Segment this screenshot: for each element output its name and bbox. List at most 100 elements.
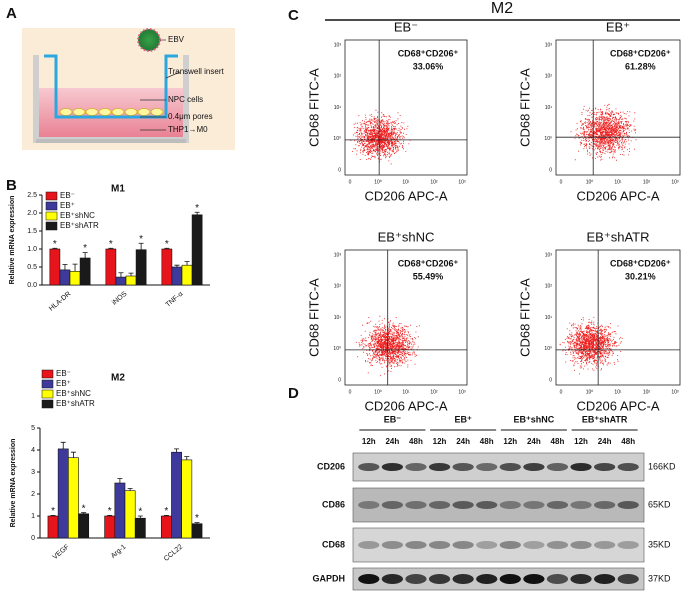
blot-band [405, 541, 427, 549]
flow-plot-title: EB⁺shATR [587, 229, 650, 244]
x-tick-label: 10³ [458, 389, 466, 395]
x-tick-label: 10¹ [402, 389, 410, 395]
x-axis-label: CD206 APC-A [576, 398, 659, 413]
error-bar [138, 242, 144, 250]
x-tick-label: 10² [430, 389, 438, 395]
error-bar [128, 272, 134, 276]
y-tick-label: 2.0 [27, 210, 37, 217]
y-tick-label: 10¹ [334, 105, 342, 111]
chart-title: M2 [111, 373, 125, 384]
diagram-label: 0.4μm pores [168, 112, 213, 121]
error-bar [127, 488, 133, 491]
x-tick-label: 10¹ [614, 179, 622, 185]
blot-band [358, 501, 380, 509]
blot-band [428, 501, 451, 509]
blot-band [381, 501, 403, 509]
y-tick-label: 10¹ [334, 315, 342, 321]
bar [104, 515, 116, 539]
significance: * [82, 503, 86, 514]
bar [135, 249, 147, 286]
y-tick-label: 10⁰ [544, 346, 552, 352]
significance: * [165, 239, 169, 250]
blot-band [428, 541, 451, 549]
event-cloud [355, 315, 420, 377]
blot-band [570, 501, 592, 509]
error-bar [194, 211, 200, 215]
bar [105, 248, 117, 286]
x-tick-label: VEGF [52, 544, 71, 562]
legend-swatch [41, 389, 54, 399]
x-tick-label: CCL22 [163, 544, 184, 563]
y-tick-label: 0 [338, 377, 341, 383]
blot-band [523, 541, 545, 549]
y-tick-label: 0 [549, 377, 552, 383]
gate-percent: 55.49% [413, 271, 444, 281]
y-tick-label: 0 [549, 167, 552, 173]
legend-swatch [41, 399, 54, 409]
y-axis-label: CD68 FITC-A [517, 68, 532, 147]
bar [47, 515, 59, 539]
error-bar [194, 522, 200, 524]
legend-swatch [45, 211, 58, 221]
error-bar [174, 448, 180, 453]
error-bar [117, 478, 123, 483]
bar [134, 517, 146, 539]
diagram-label: EBV [168, 35, 185, 44]
significance: * [195, 203, 199, 214]
bar [68, 457, 79, 539]
y-tick-label: 10³ [545, 42, 553, 48]
y-axis-label: CD68 FITC-A [306, 68, 321, 147]
y-tick-label: 10¹ [545, 105, 553, 111]
lane-label: 12h [433, 437, 447, 446]
blot-band [523, 574, 545, 584]
group-label: EB⁺shATR [582, 414, 628, 424]
x-tick-label: iNOS [111, 290, 129, 306]
error-bar [82, 252, 88, 258]
legend-swatch [45, 191, 58, 201]
row-label: CD206 [317, 461, 345, 471]
y-axis-label: Relative mRNA expression [9, 196, 16, 285]
gate-label: CD68⁺CD206⁺ [610, 258, 671, 268]
blot-band [452, 574, 474, 584]
y-tick-label: 1 [31, 513, 35, 520]
blot-band [428, 574, 451, 584]
plot-frame [344, 249, 468, 386]
error-bar [81, 512, 87, 514]
x-tick-label: 10⁰ [374, 389, 382, 395]
y-tick-label: 1.5 [27, 228, 37, 235]
bar [171, 451, 182, 539]
error-bar [50, 514, 56, 516]
y-tick-label: 10³ [334, 252, 342, 258]
x-tick-label: 10⁰ [374, 179, 382, 185]
blot-band [405, 501, 427, 509]
lane-label: 12h [503, 437, 517, 446]
y-tick-label: 10² [545, 74, 553, 80]
blot-band [546, 574, 569, 584]
error-bar [118, 272, 124, 278]
bar [124, 490, 136, 539]
y-tick-label: 5 [31, 425, 35, 432]
significance: * [51, 506, 55, 517]
error-bar [137, 515, 143, 519]
error-bar [184, 261, 190, 266]
bar [191, 523, 203, 539]
y-tick-label: 10² [545, 284, 553, 290]
bar [78, 513, 90, 539]
flow-plot-title: EB⁺shNC [378, 229, 435, 244]
blot-strip [352, 527, 645, 563]
y-tick-label: 10² [334, 284, 342, 290]
error-bar [174, 264, 180, 267]
lane-label: 48h [409, 437, 423, 446]
error-bar [184, 456, 190, 460]
legend-label: EB⁻ [56, 369, 71, 378]
plot-frame [555, 249, 681, 386]
error-bar [163, 514, 169, 516]
bar [69, 271, 81, 286]
y-tick-label: 10¹ [545, 315, 553, 321]
significance: * [109, 239, 113, 250]
x-tick-label: 10² [643, 179, 651, 185]
y-tick-label: 10⁰ [544, 136, 552, 142]
significance: * [139, 234, 143, 245]
error-bar [52, 247, 58, 249]
blot-band [381, 574, 403, 584]
